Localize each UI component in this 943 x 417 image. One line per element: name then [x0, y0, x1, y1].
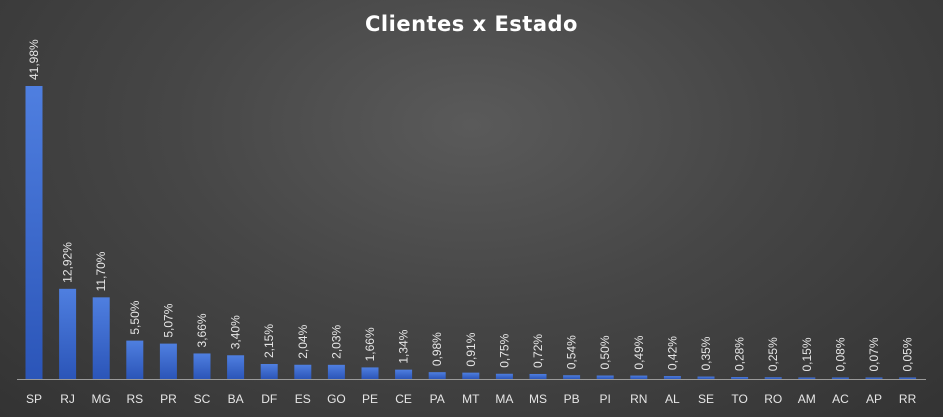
data-label-pi: 0,50% — [598, 335, 612, 369]
x-tick-to: TO — [731, 392, 747, 406]
bar-am — [798, 377, 816, 379]
bar-ba — [227, 355, 245, 379]
data-label-mt: 0,91% — [464, 332, 478, 366]
x-tick-pa: PA — [430, 392, 445, 406]
bar-pb — [563, 375, 581, 379]
x-tick-es: ES — [295, 392, 311, 406]
data-label-rs: 5,50% — [128, 300, 142, 334]
bar-sc — [193, 353, 211, 379]
bar-df — [260, 363, 278, 379]
x-tick-rn: RN — [630, 392, 647, 406]
bar-es — [294, 364, 312, 379]
data-label-ap: 0,07% — [867, 337, 881, 371]
bar-rj — [59, 288, 77, 379]
bar-se — [697, 376, 715, 379]
bar-pe — [361, 367, 379, 379]
bar-ro — [764, 377, 782, 379]
x-tick-ac: AC — [832, 392, 849, 406]
data-label-pe: 1,66% — [363, 327, 377, 361]
data-label-sp: 41,98% — [27, 39, 41, 80]
x-tick-rj: RJ — [60, 392, 75, 406]
data-label-pa: 0,98% — [430, 332, 444, 366]
x-tick-pb: PB — [564, 392, 580, 406]
x-tick-am: AM — [798, 392, 816, 406]
bar-rr — [899, 377, 917, 379]
bar-pi — [596, 375, 614, 379]
data-label-sc: 3,66% — [195, 313, 209, 347]
x-tick-mg: MG — [92, 392, 111, 406]
data-label-ac: 0,08% — [833, 337, 847, 371]
data-label-se: 0,35% — [699, 336, 713, 370]
x-tick-pr: PR — [160, 392, 177, 406]
data-label-am: 0,15% — [800, 337, 814, 371]
data-label-es: 2,04% — [296, 324, 310, 358]
x-tick-se: SE — [698, 392, 714, 406]
bar-rn — [630, 375, 648, 379]
x-tick-ap: AP — [866, 392, 882, 406]
bar-ap — [865, 377, 883, 379]
bar-sp — [25, 86, 43, 379]
x-tick-rs: RS — [126, 392, 143, 406]
bar-pr — [159, 343, 177, 379]
x-tick-pi: PI — [600, 392, 611, 406]
chart-title: Clientes x Estado — [365, 12, 578, 36]
x-tick-mt: MT — [462, 392, 480, 406]
x-tick-df: DF — [261, 392, 277, 406]
data-label-ma: 0,75% — [497, 333, 511, 367]
data-label-ms: 0,72% — [531, 334, 545, 368]
x-tick-rr: RR — [899, 392, 917, 406]
data-label-al: 0,42% — [665, 336, 679, 370]
data-label-mg: 11,70% — [94, 251, 108, 291]
bar-al — [663, 376, 681, 379]
x-tick-go: GO — [327, 392, 346, 406]
data-label-go: 2,03% — [329, 324, 343, 358]
data-label-df: 2,15% — [262, 324, 276, 358]
x-tick-al: AL — [665, 392, 680, 406]
data-label-rj: 12,92% — [61, 242, 75, 283]
bar-mt — [462, 372, 480, 379]
bar-pa — [428, 372, 446, 379]
bar-ma — [495, 373, 513, 379]
bar-rs — [126, 340, 144, 379]
x-tick-pe: PE — [362, 392, 378, 406]
data-label-pr: 5,07% — [161, 303, 175, 337]
x-tick-ms: MS — [529, 392, 547, 406]
bar-ce — [395, 369, 413, 379]
x-tick-ce: CE — [395, 392, 412, 406]
x-tick-sc: SC — [194, 392, 211, 406]
bar-ac — [831, 377, 849, 379]
bar-to — [731, 377, 749, 379]
x-tick-ma: MA — [495, 392, 513, 406]
data-label-rr: 0,05% — [901, 337, 915, 371]
bar-go — [327, 364, 345, 379]
bar-mg — [92, 297, 110, 379]
data-label-rn: 0,49% — [632, 335, 646, 369]
x-tick-sp: SP — [26, 392, 42, 406]
x-tick-ro: RO — [764, 392, 782, 406]
data-label-pb: 0,54% — [565, 335, 579, 369]
data-label-ba: 3,40% — [229, 315, 243, 349]
bar-ms — [529, 373, 547, 379]
data-label-ce: 1,34% — [397, 329, 411, 363]
data-label-to: 0,28% — [733, 337, 747, 371]
x-tick-ba: BA — [228, 392, 244, 406]
data-label-ro: 0,25% — [766, 337, 780, 371]
